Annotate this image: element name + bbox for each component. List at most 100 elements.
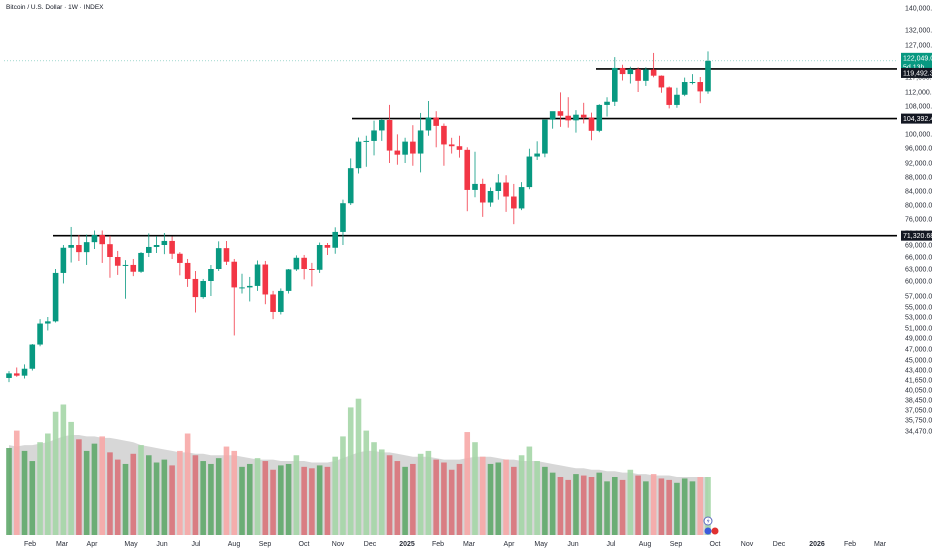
candle [635, 67, 641, 92]
candle [130, 258, 137, 277]
candle-body [324, 245, 331, 248]
candle [76, 234, 82, 261]
y-tick-label: 127,000.00 [905, 43, 932, 50]
volume-bar [316, 465, 323, 535]
volume-bar [565, 479, 571, 535]
candle-body [83, 242, 90, 253]
candle [417, 112, 424, 173]
volume-bar [705, 477, 711, 535]
y-tick-label: 35,750.00 [905, 418, 932, 425]
x-tick-label: Nov [332, 541, 345, 548]
volume-bar [386, 455, 393, 535]
candle-body [441, 125, 447, 145]
volume-bar [68, 421, 74, 535]
volume-bar [76, 439, 82, 535]
volume-bar [410, 463, 416, 535]
volume-bar [278, 465, 284, 535]
candle-body [635, 69, 641, 81]
candle-body [13, 373, 20, 376]
volume-bar [122, 463, 129, 535]
x-tick-label: Oct [299, 541, 310, 548]
x-tick-label: Dec [364, 541, 377, 548]
candle [270, 290, 276, 320]
candle-body [557, 111, 564, 116]
y-tick-label: 45,000.00 [905, 358, 932, 365]
volume-bar [681, 478, 688, 535]
candle-body [627, 69, 634, 75]
candle-body [270, 294, 276, 312]
candle [456, 135, 463, 158]
volume-bar [518, 455, 525, 535]
volume-bar [215, 458, 222, 535]
candle [464, 147, 471, 212]
volume-bar [270, 469, 276, 535]
candle [68, 226, 74, 263]
candle-body [60, 247, 67, 273]
candle [580, 102, 587, 124]
volume-bar [441, 462, 447, 535]
candle-body [674, 94, 680, 105]
y-tick-label: 47,000.00 [905, 347, 932, 354]
candle [21, 364, 28, 379]
volume-bar [604, 481, 610, 535]
candle-body [285, 269, 292, 291]
volume-bar [130, 453, 137, 535]
candle-body [6, 373, 12, 378]
time-axis[interactable]: Feb Mar Apr May Jun Jul Aug Sep Oct Nov Dec 2025 Feb… [24, 541, 887, 548]
volume-bar [487, 463, 494, 535]
volume-bar [666, 479, 672, 535]
volume-bar [363, 430, 370, 535]
flag-icon[interactable] [704, 527, 719, 535]
y-tick-label: 100,000.00 [905, 132, 932, 139]
candle [627, 66, 634, 84]
candle-body [526, 156, 533, 188]
countdown-badge-text: 5d 13h [903, 64, 925, 71]
candle [549, 111, 556, 129]
volume-bar [138, 445, 144, 535]
candle [666, 86, 672, 109]
x-tick-label: Feb [844, 541, 856, 548]
y-tick-label: 34,470.00 [905, 429, 932, 436]
candle-body [332, 231, 338, 248]
candle-body [487, 191, 494, 203]
candle [262, 260, 269, 305]
candle [37, 319, 43, 347]
candle-body [29, 344, 36, 369]
candle [161, 233, 168, 255]
y-tick-label: 60,000.00 [905, 279, 932, 286]
candle [588, 112, 595, 141]
countdown-badge-bg [901, 61, 932, 72]
x-tick-label: Sep [670, 541, 683, 548]
candle [371, 120, 377, 156]
candle-body [650, 69, 657, 76]
candle [239, 273, 245, 294]
candle-body [456, 146, 463, 150]
volume-bar [332, 456, 338, 535]
volume-bar [627, 469, 634, 535]
level-badge-bg [901, 113, 932, 124]
candle-body [495, 182, 502, 191]
candle [511, 183, 517, 225]
volume-bar [91, 443, 98, 535]
volume-bar [643, 481, 649, 535]
y-tick-label: 55,000.00 [905, 305, 932, 312]
candle-body [192, 278, 199, 298]
candle [215, 241, 222, 271]
volume-bar [612, 477, 618, 535]
candle-body [91, 234, 98, 243]
x-tick-label: Apr [504, 541, 516, 548]
x-tick-label: Jun [156, 541, 167, 548]
candle [472, 151, 478, 198]
candle [697, 77, 704, 104]
candle [169, 236, 175, 259]
candle [433, 111, 439, 148]
y-tick-label: 88,000.00 [905, 175, 932, 182]
volume-bar [448, 469, 455, 535]
lightning-icon[interactable] [703, 516, 713, 526]
candle-body [425, 117, 432, 131]
volume-bar [542, 466, 548, 535]
volume-bar [394, 461, 401, 535]
y-tick-label: 37,050.00 [905, 408, 932, 415]
